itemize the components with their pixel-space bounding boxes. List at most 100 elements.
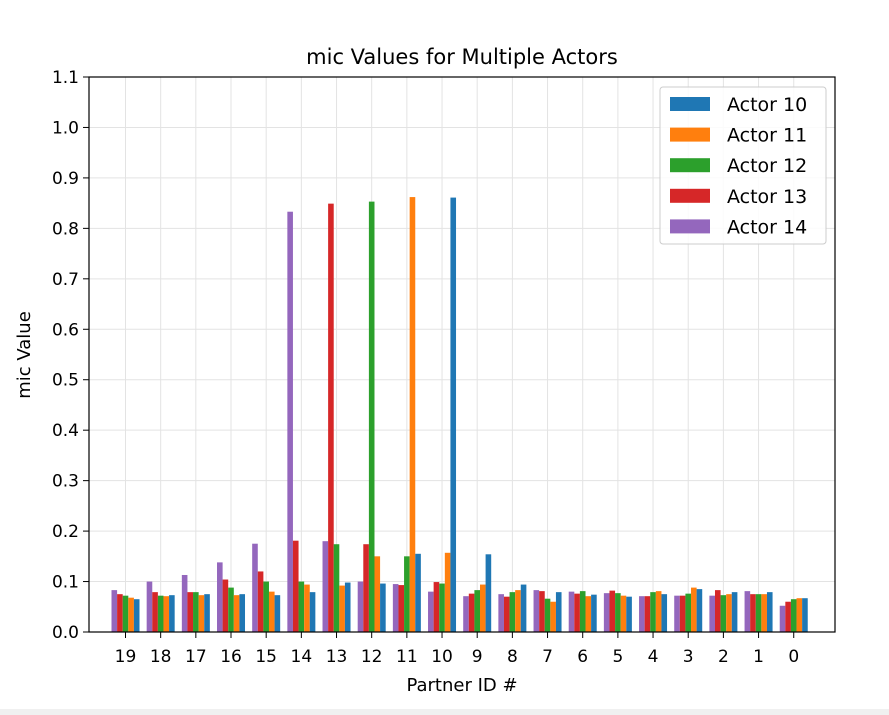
legend-label: Actor 13 (727, 186, 807, 208)
bar-actor-11 (585, 596, 592, 632)
bar-actor-11 (304, 584, 310, 632)
bar-actor-12 (122, 595, 129, 632)
y-tick-label: 0.4 (52, 421, 79, 441)
bar-actor-10 (661, 594, 668, 632)
bar-actor-14 (709, 595, 715, 632)
bar-actor-12 (685, 593, 692, 632)
x-tick-label: 1 (753, 647, 764, 667)
bar-actor-10 (696, 589, 703, 632)
x-tick-label: 10 (431, 647, 453, 667)
bar-actor-14 (357, 581, 364, 632)
bar-actor-12 (474, 590, 480, 632)
bar-actor-12 (228, 587, 234, 632)
bar-actor-12 (650, 592, 656, 632)
x-tick-label: 5 (612, 647, 623, 667)
bar-actor-10 (450, 197, 457, 632)
bar-actor-13 (785, 601, 791, 632)
bar-actor-12 (755, 594, 762, 632)
chart-title: mic Values for Multiple Actors (306, 45, 618, 69)
bar-actor-13 (328, 203, 334, 632)
bar-actor-12 (509, 592, 516, 632)
y-axis-label: mic Value (14, 311, 35, 399)
plot-frame (88, 76, 836, 633)
bar-actor-11 (515, 590, 521, 632)
bar-actor-10 (802, 598, 808, 632)
bar-actor-13 (117, 594, 123, 632)
bar-actor-10 (520, 584, 527, 632)
legend-label: Actor 12 (727, 155, 807, 177)
bar-actor-10 (344, 582, 351, 632)
bar-actor-10 (485, 554, 492, 632)
y-tick-label: 0.6 (52, 320, 79, 340)
bar-actor-14 (428, 591, 434, 632)
legend-swatch (670, 188, 710, 203)
legend-swatch (670, 219, 710, 234)
bar-actor-12 (298, 581, 305, 632)
x-tick-label: 3 (683, 647, 694, 667)
bar-actor-12 (263, 581, 269, 632)
legend-swatch (670, 158, 710, 173)
bar-actor-14 (146, 581, 153, 632)
y-tick-label: 0.1 (52, 573, 79, 593)
bar-actor-11 (444, 552, 451, 632)
legend: Actor 10 Actor 11 Actor 12 Actor 13 Actor 14 (659, 86, 827, 245)
bar-actor-10 (274, 595, 281, 632)
bar-actor-12 (439, 583, 445, 632)
bar-actor-11 (761, 594, 767, 632)
bar-actor-10 (626, 596, 632, 632)
bar-actor-11 (409, 197, 416, 632)
legend-box (659, 86, 827, 245)
x-tick-label: 2 (718, 647, 729, 667)
bar-actor-14 (322, 541, 329, 632)
bar-actor-13 (468, 593, 475, 632)
bar-actor-12 (193, 592, 199, 632)
bar-actor-13 (433, 582, 440, 632)
bar-actor-11 (198, 595, 205, 632)
bar-actor-11 (268, 591, 275, 632)
bar-actor-14 (533, 590, 540, 632)
bar-actor-14 (744, 591, 751, 632)
bar-actor-13 (152, 592, 158, 632)
bar-actor-11 (796, 598, 803, 632)
x-axis: 19 18 17 16 15 14 13 12 11 10 9 8 7 6 5 4 3 2 1 0 (115, 632, 799, 667)
bar-actor-10 (169, 595, 175, 632)
y-axis: 0.0 0.1 0.2 0.3 0.4 0.5 0.6 0.7 0.8 0.9 1.0 1.1 (52, 68, 89, 643)
bar-actor-13 (679, 595, 686, 632)
y-tick-label: 1.1 (52, 68, 79, 88)
x-tick-label: 18 (150, 647, 172, 667)
bar-actor-14 (181, 574, 188, 632)
bar-actor-11 (480, 584, 486, 632)
bar-actor-13 (503, 596, 510, 632)
x-tick-label: 15 (255, 647, 277, 667)
x-tick-label: 0 (788, 647, 799, 667)
x-tick-label: 12 (361, 647, 383, 667)
x-tick-label: 6 (577, 647, 588, 667)
x-tick-label: 16 (220, 647, 242, 667)
x-tick-label: 14 (291, 647, 313, 667)
bar-actor-13 (363, 544, 369, 632)
bar-actor-11 (620, 595, 627, 632)
bar-actor-12 (790, 599, 797, 632)
bar-actor-14 (568, 591, 575, 632)
bar-actor-13 (539, 591, 545, 632)
y-tick-label: 1.0 (52, 118, 79, 138)
bar-actor-10 (555, 592, 562, 632)
x-tick-label: 8 (507, 647, 518, 667)
bar-actor-10 (204, 594, 210, 632)
bar-actor-10 (133, 599, 140, 632)
bars (111, 197, 808, 632)
bar-actor-11 (655, 591, 662, 632)
bar-actor-11 (233, 595, 240, 632)
bar-actor-13 (750, 594, 756, 632)
bar-actor-13 (714, 590, 721, 632)
legend-label: Actor 11 (727, 125, 807, 147)
bar-actor-11 (163, 596, 170, 632)
bar-actor-13 (222, 579, 229, 632)
bar-actor-12 (579, 591, 586, 632)
bar-actor-11 (726, 594, 732, 632)
y-tick-label: 0.5 (52, 371, 79, 391)
x-tick-label: 7 (542, 647, 553, 667)
x-tick-label: 11 (396, 647, 418, 667)
x-tick-label: 17 (185, 647, 207, 667)
